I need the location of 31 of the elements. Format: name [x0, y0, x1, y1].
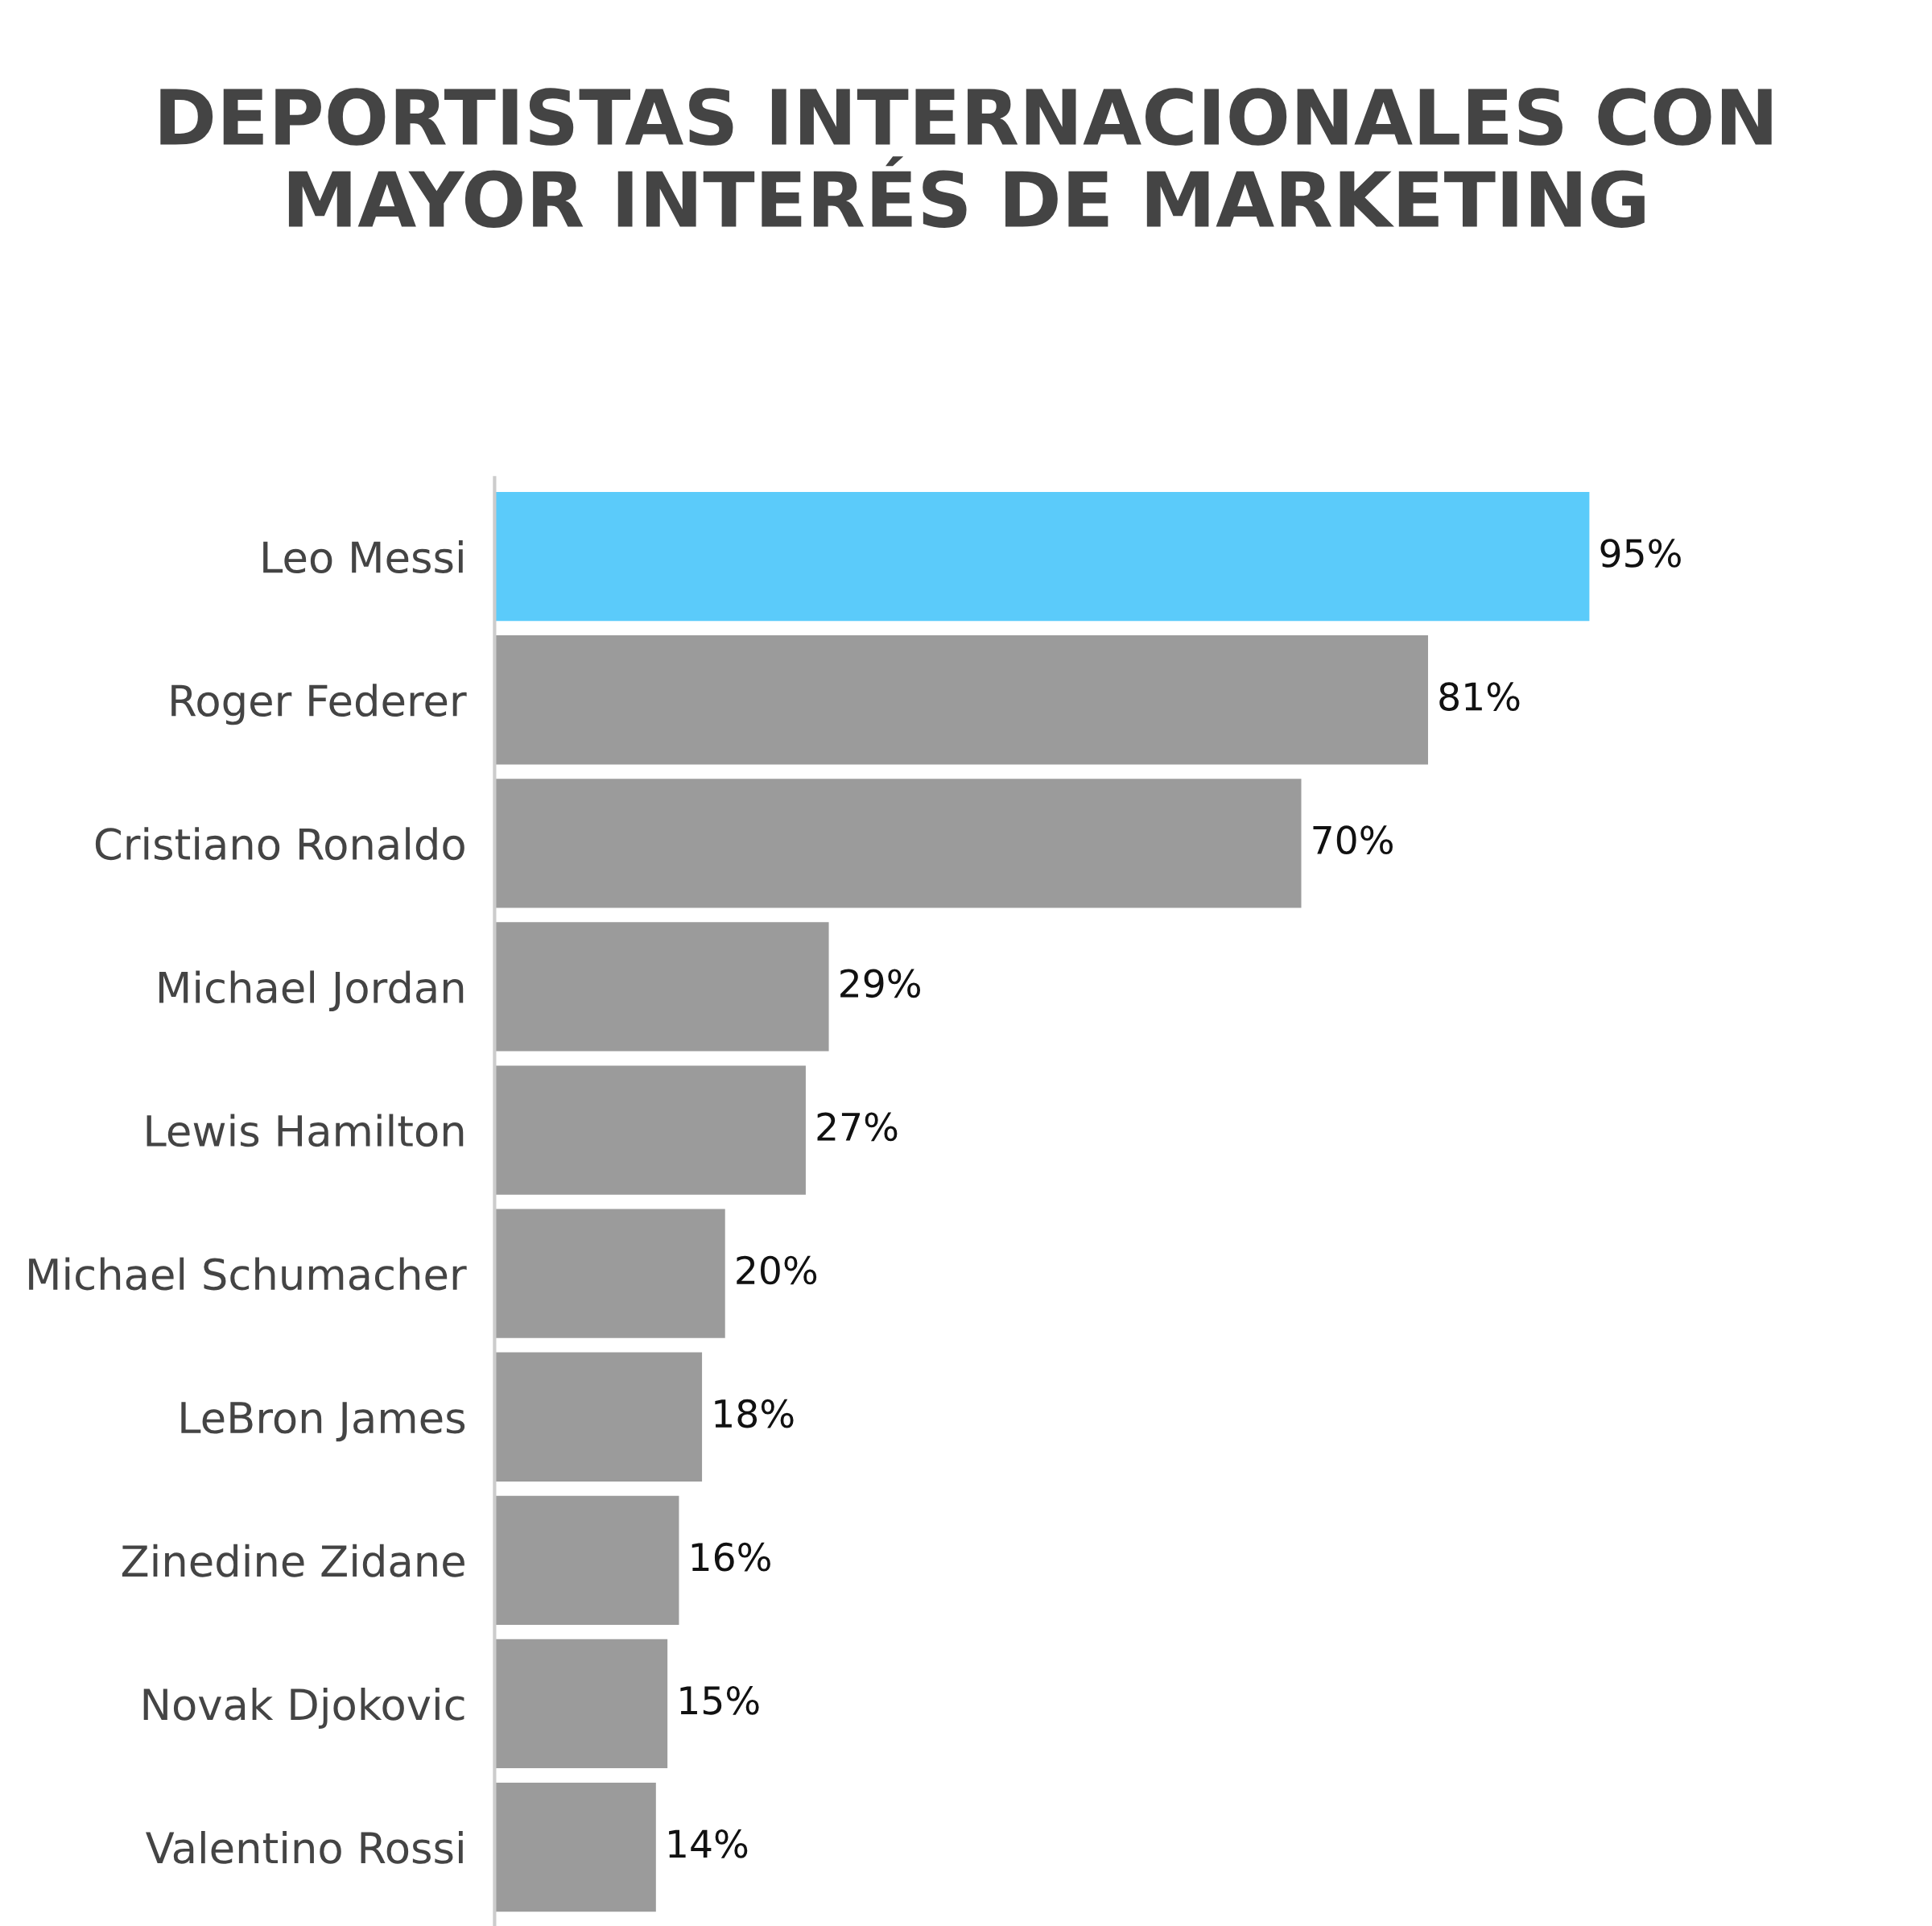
- chart-title: DEPORTISTAS INTERNACIONALES CON MAYOR INTERÉS DE MARKETING: [160, 88, 1772, 228]
- bar: [494, 1065, 806, 1195]
- bar: [494, 1495, 679, 1625]
- bar: [494, 492, 1590, 622]
- data-label: 81%: [1439, 682, 1520, 711]
- bar: [494, 922, 829, 1052]
- bar: [494, 635, 1428, 765]
- y-tick-label: Leo Messi: [263, 540, 463, 573]
- data-label: 27%: [817, 1112, 898, 1142]
- data-label: 16%: [691, 1542, 770, 1572]
- y-tick-label: Michael Schumacher: [29, 1257, 467, 1291]
- data-label: 15%: [680, 1685, 759, 1715]
- bar: [494, 1352, 703, 1482]
- y-tick-label: Novak Djokovic: [143, 1687, 464, 1729]
- y-tick-label: LeBron James: [181, 1402, 465, 1442]
- data-label: 14%: [669, 1829, 748, 1858]
- y-tick-label: Lewis Hamilton: [147, 1114, 464, 1147]
- y-tick-label: Cristiano Ronaldo: [95, 827, 464, 861]
- data-label: 95%: [1600, 539, 1681, 568]
- bar: [494, 779, 1302, 908]
- bar: [494, 1782, 656, 1912]
- data-label: 29%: [840, 969, 921, 998]
- y-tick-label: Roger Federer: [171, 684, 467, 725]
- data-label: 20%: [737, 1255, 817, 1285]
- data-label: 70%: [1313, 825, 1393, 855]
- bar: [494, 1639, 668, 1769]
- bar: [494, 1209, 725, 1338]
- data-label: 18%: [715, 1399, 794, 1428]
- y-tick-label: Valentino Rossi: [146, 1830, 463, 1864]
- y-tick-label: Michael Jordan: [159, 970, 464, 1012]
- y-tick-label: Zinedine Zidane: [122, 1544, 464, 1577]
